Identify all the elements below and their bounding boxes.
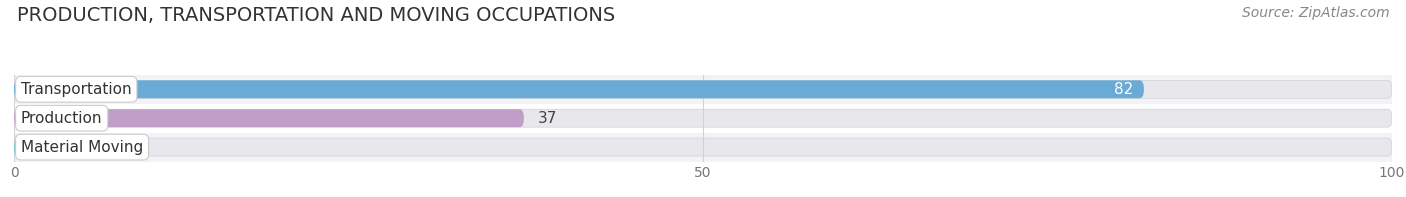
Bar [14, 75, 1392, 104]
Text: Material Moving: Material Moving [21, 140, 143, 155]
FancyBboxPatch shape [14, 138, 1392, 156]
Text: Transportation: Transportation [21, 82, 132, 97]
Text: 82: 82 [1114, 82, 1133, 97]
FancyBboxPatch shape [14, 138, 69, 156]
Text: 4: 4 [83, 140, 93, 155]
FancyBboxPatch shape [14, 80, 1144, 98]
FancyBboxPatch shape [14, 80, 1392, 98]
Text: Source: ZipAtlas.com: Source: ZipAtlas.com [1241, 6, 1389, 20]
Bar [14, 133, 1392, 162]
Bar [14, 104, 1392, 133]
Text: Production: Production [21, 111, 103, 126]
FancyBboxPatch shape [14, 109, 524, 127]
FancyBboxPatch shape [14, 109, 1392, 127]
Text: 37: 37 [537, 111, 557, 126]
Text: PRODUCTION, TRANSPORTATION AND MOVING OCCUPATIONS: PRODUCTION, TRANSPORTATION AND MOVING OC… [17, 6, 614, 25]
